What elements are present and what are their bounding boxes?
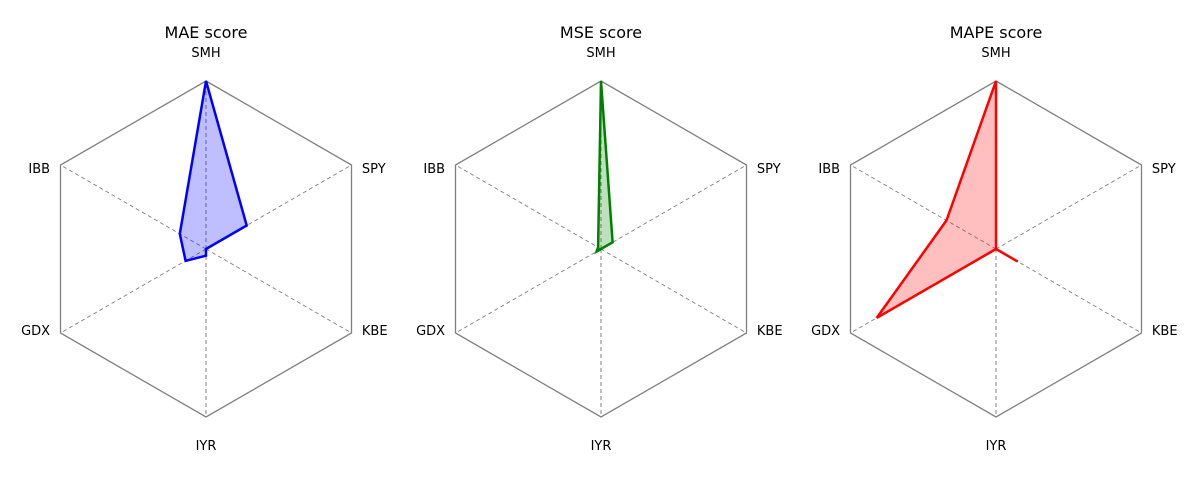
radar-spoke bbox=[455, 164, 602, 250]
axis-label-iyr: IYR bbox=[196, 439, 217, 454]
radar-spoke bbox=[600, 248, 747, 334]
axis-label-spy: SPY bbox=[757, 162, 781, 177]
series-polygon bbox=[594, 80, 614, 255]
axis-label-iyr: IYR bbox=[986, 439, 1007, 454]
axis-label-smh: SMH bbox=[586, 46, 615, 61]
axis-label-gdx: GDX bbox=[416, 324, 445, 339]
chart-title: MAPE score bbox=[950, 23, 1043, 42]
radar-plot-area bbox=[849, 80, 1143, 418]
radar-spoke bbox=[60, 164, 207, 250]
axis-label-kbe: KBE bbox=[1152, 324, 1178, 339]
radar-spoke bbox=[60, 248, 207, 334]
radar-spoke bbox=[205, 248, 352, 334]
axis-label-gdx: GDX bbox=[21, 324, 50, 339]
chart-title: MAE score bbox=[165, 23, 248, 42]
axis-label-smh: SMH bbox=[981, 46, 1010, 61]
mape-radar-chart: MAPE score SMH SPY KBE IYR GDX IBB bbox=[811, 23, 1177, 454]
series-polygon bbox=[875, 80, 1019, 319]
series-polygon bbox=[178, 80, 249, 263]
radar-spoke bbox=[600, 164, 747, 250]
chart-title: MSE score bbox=[560, 23, 642, 42]
radar-spoke bbox=[455, 248, 602, 334]
axis-label-kbe: KBE bbox=[757, 324, 783, 339]
axis-label-iyr: IYR bbox=[591, 439, 612, 454]
axis-label-ibb: IBB bbox=[28, 162, 50, 177]
radar-plot-area bbox=[59, 80, 353, 418]
axis-label-smh: SMH bbox=[191, 46, 220, 61]
radar-spoke bbox=[850, 164, 997, 250]
radar-spoke bbox=[995, 248, 1142, 334]
mae-radar-chart: MAE score SMH SPY KBE IYR GDX IBB bbox=[21, 23, 387, 454]
radar-spoke bbox=[995, 164, 1142, 250]
axis-label-ibb: IBB bbox=[818, 162, 840, 177]
axis-label-gdx: GDX bbox=[811, 324, 840, 339]
mse-radar-chart: MSE score SMH SPY KBE IYR GDX IBB bbox=[416, 23, 782, 454]
radar-plot-area bbox=[454, 80, 748, 418]
axis-label-spy: SPY bbox=[362, 162, 386, 177]
axis-label-ibb: IBB bbox=[423, 162, 445, 177]
axis-label-spy: SPY bbox=[1152, 162, 1176, 177]
axis-label-kbe: KBE bbox=[362, 324, 388, 339]
